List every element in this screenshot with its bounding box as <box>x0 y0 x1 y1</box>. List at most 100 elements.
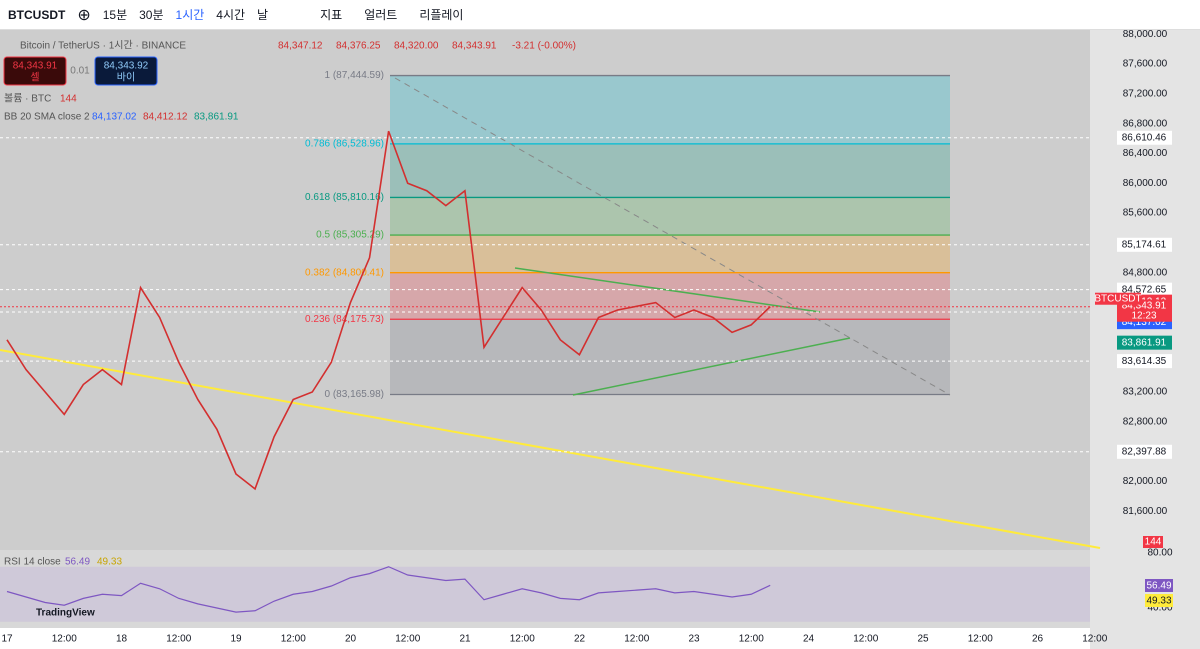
toolbar-button[interactable]: 얼러트 <box>364 8 398 22</box>
ohlc: 84,347.12 <box>278 41 323 52</box>
rsi-ma-tag: 49.33 <box>1146 596 1171 607</box>
interval[interactable]: 15분 <box>102 8 128 22</box>
rsi-tick: 80.00 <box>1147 548 1172 559</box>
toolbar-button[interactable]: 지표 <box>320 8 343 22</box>
rsi-tick: 40.00 <box>1147 603 1172 614</box>
price-label: 83,614.35 <box>1122 356 1167 367</box>
time-label: 12:00 <box>624 634 649 645</box>
trend-line <box>394 77 951 396</box>
price-tick-label: 83,200.00 <box>1123 387 1168 398</box>
time-label: 26 <box>1032 634 1044 645</box>
interval[interactable]: 1시간 <box>175 8 205 22</box>
chart: 1 (87,444.59) 0.786 (86,528.96) 0.618 (85,… <box>0 30 1200 649</box>
time-label: 12:00 <box>853 634 878 645</box>
price-tick-label: 82,800.00 <box>1123 416 1168 427</box>
price-tick-label: 82,000.00 <box>1123 476 1168 487</box>
countdown: 12:23 <box>1131 310 1156 321</box>
buy-price: 84,343.92 <box>104 61 149 72</box>
bb-legend: BB 20 SMA close 2 <box>4 112 90 123</box>
fib-zone <box>390 272 950 320</box>
volume-value: 144 <box>60 94 77 105</box>
fib-zone <box>390 319 950 395</box>
rsi-legend: RSI 14 close <box>4 557 61 568</box>
time-label: 12:00 <box>739 634 764 645</box>
volume-tag-bg <box>1143 536 1163 548</box>
price-line <box>6 130 771 491</box>
fib-label: 1 (87,444.59) <box>325 70 385 81</box>
price-label-bg <box>1117 130 1172 145</box>
fib-label: 0.786 (86,528.96) <box>305 138 384 149</box>
toolbar: BTCUSDT ⊕ 15분 30분 1시간 4시간 날 지표 얼러트 리플레이 <box>0 0 1200 30</box>
sell-box <box>3 56 67 86</box>
price-tick-label: 88,000.00 <box>1123 30 1168 40</box>
legend-title: Bitcoin / TetherUS · 1시간 · BINANCE <box>20 40 186 52</box>
ohlc: 84,343.91 <box>452 41 497 52</box>
price-tick-label: 85,600.00 <box>1123 208 1168 219</box>
time-label: 23 <box>688 634 700 645</box>
time-label: 21 <box>459 634 471 645</box>
interval[interactable]: 30분 <box>139 8 164 22</box>
bb-value: 84,137.02 <box>92 112 137 123</box>
buy-label: 바이 <box>117 72 135 84</box>
brand: TradingView <box>36 608 95 619</box>
bb-value: 84,412.12 <box>143 112 188 123</box>
fib-zone <box>390 143 950 198</box>
time-label: 12:00 <box>395 634 420 645</box>
time-label: 12:00 <box>510 634 535 645</box>
fib-zone <box>390 197 950 236</box>
price-label-bg <box>1117 354 1172 369</box>
price-label: 86,610.46 <box>1122 132 1167 143</box>
symbol-tag: BTCUSDT <box>1094 293 1141 304</box>
price-label: 82,397.88 <box>1122 446 1167 457</box>
ohlc: 84,376.25 <box>336 41 381 52</box>
time-label: 22 <box>574 634 586 645</box>
rsi-value: 56.49 <box>65 557 90 568</box>
rsi-line <box>6 566 771 613</box>
rsi-bg <box>0 550 1090 628</box>
price-label: 83,861.91 <box>1122 337 1167 348</box>
trend-line <box>572 337 851 396</box>
fib-label: 0.382 (84,800.41) <box>305 267 384 278</box>
rsi-ma: 49.33 <box>97 557 122 568</box>
price-label-bg <box>1117 237 1172 252</box>
time-label: 20 <box>345 634 357 645</box>
time-label: 12:00 <box>52 634 77 645</box>
price-label-bg <box>1117 444 1172 459</box>
time-label: 12:00 <box>1082 634 1107 645</box>
rsi-ma-bg <box>1145 594 1173 607</box>
price-label: 84,137.02 <box>1122 317 1167 328</box>
time-label: 18 <box>116 634 128 645</box>
fib-label: 0 (83,165.98) <box>325 389 385 400</box>
toolbar-button[interactable]: 리플레이 <box>419 8 464 22</box>
time-label: 12:00 <box>281 634 306 645</box>
time-label: 12:00 <box>968 634 993 645</box>
time-label: 24 <box>803 634 815 645</box>
spread: 0.01 <box>70 66 90 77</box>
last-price-bg <box>1117 299 1172 322</box>
last-price: 84,343.91 <box>1122 300 1167 311</box>
sell-price: 84,343.91 <box>13 61 58 72</box>
price-tick-label: 87,600.00 <box>1123 59 1168 70</box>
price-tick-label: 86,400.00 <box>1123 148 1168 159</box>
rsi-value-tag: 56.49 <box>1146 581 1171 592</box>
volume-legend: 볼륨 · BTC <box>4 93 51 105</box>
fib-label: 0.618 (85,810.16) <box>305 192 384 203</box>
ohlc: 84,320.00 <box>394 41 439 52</box>
price-label: 84,572.65 <box>1122 284 1167 295</box>
price-label-bg <box>1117 335 1172 350</box>
price-tick-label: 86,000.00 <box>1123 178 1168 189</box>
interval[interactable]: 4시간 <box>216 8 246 22</box>
trend-line <box>0 349 1101 549</box>
price-tick-label: 81,600.00 <box>1123 506 1168 517</box>
price-tick-label: 84,800.00 <box>1123 267 1168 278</box>
symbol[interactable]: BTCUSDT <box>8 7 66 22</box>
price-tick-label: 86,800.00 <box>1123 118 1168 129</box>
volume-tag: 144 <box>1145 537 1162 548</box>
time-label: 25 <box>917 634 929 645</box>
interval[interactable]: 날 <box>257 8 269 22</box>
fib-zone <box>390 235 950 273</box>
add[interactable]: ⊕ <box>77 6 91 24</box>
buy-box <box>94 56 158 86</box>
fib-label: 0.5 (85,305.29) <box>316 230 384 241</box>
